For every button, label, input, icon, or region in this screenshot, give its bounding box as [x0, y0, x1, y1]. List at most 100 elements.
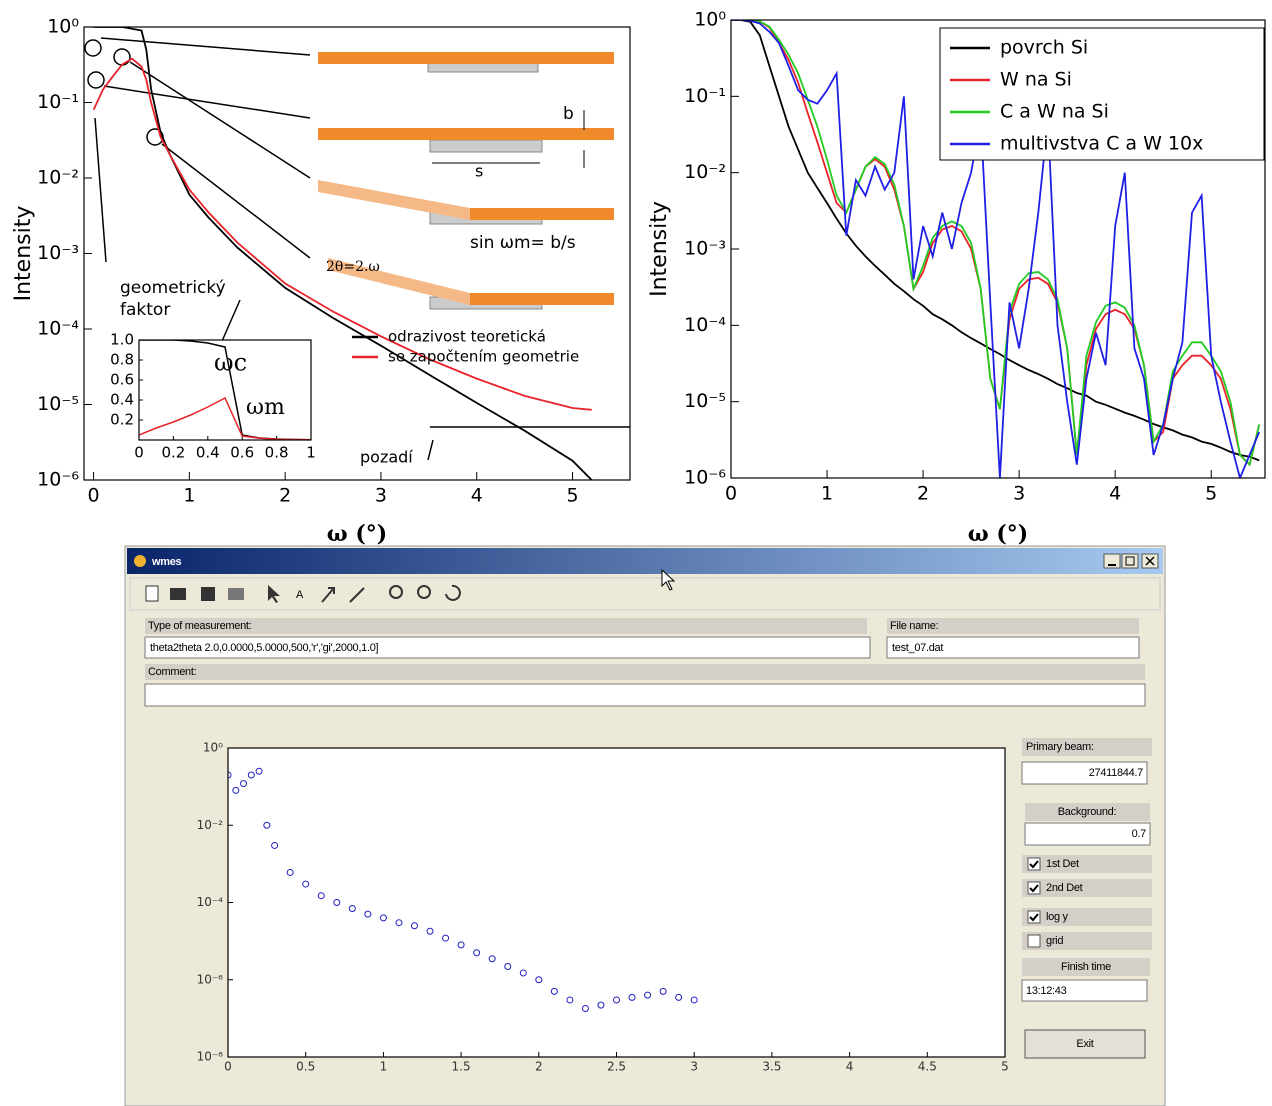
data-point	[442, 934, 450, 942]
plot-frame	[730, 19, 1266, 479]
checkbox-row	[1022, 908, 1152, 926]
x-tick-label: 1	[306, 443, 316, 461]
plot	[731, 20, 1261, 478]
y-tick-label: 10⁻²	[37, 167, 79, 189]
annotation: s	[475, 162, 483, 181]
maximize-button[interactable]	[1121, 553, 1139, 569]
legend-label: se započtením geometrie	[388, 348, 579, 366]
checkbox-row	[1022, 932, 1152, 950]
checkbox[interactable]	[1027, 857, 1041, 871]
x-tick-label: 0	[88, 485, 100, 507]
y-tick-label: 10⁰	[203, 741, 223, 755]
x-tick-label: 1	[821, 483, 833, 505]
annotation: geometrický	[120, 278, 226, 298]
data-point	[504, 963, 512, 971]
x-tick-label: 4.5	[918, 1060, 937, 1074]
toolbar-icons[interactable]	[145, 584, 461, 603]
plot	[228, 767, 698, 1013]
legend-label: odrazivost teoretická	[388, 328, 546, 346]
checkbox-row	[1022, 855, 1152, 873]
plot-frame	[83, 26, 631, 481]
x-tick-label: 4	[1109, 483, 1121, 505]
checkbox-row	[1022, 879, 1152, 897]
legend-label: C a W na Si	[1000, 101, 1109, 123]
primary-label: Primary beam:	[1026, 741, 1094, 753]
x-tick-label: 0.5	[296, 1060, 315, 1074]
checkbox-label: grid	[1046, 935, 1063, 947]
finish-value: 13:12:43	[1026, 985, 1067, 997]
background-label: Background:	[1058, 806, 1117, 818]
y-tick-label: 10⁻²	[197, 818, 224, 832]
data-point	[519, 969, 527, 977]
data-point	[271, 841, 279, 849]
finish-input[interactable]	[1021, 979, 1148, 1002]
text-tool[interactable]: A	[296, 589, 304, 601]
y-tick-label: 10⁻⁴	[197, 895, 224, 909]
exit-label[interactable]: Exit	[1076, 1038, 1094, 1050]
y-tick-label: 10⁻⁶	[684, 467, 726, 489]
x-tick-label: 2	[279, 485, 291, 507]
data-point	[240, 780, 248, 788]
data-point	[263, 821, 271, 829]
legend-frame	[939, 27, 1265, 161]
data-point	[232, 786, 240, 794]
comment-input[interactable]	[144, 683, 1146, 707]
data-point	[488, 955, 496, 963]
plot	[139, 340, 311, 440]
x-tick-label: 2	[917, 483, 929, 505]
checkbox[interactable]	[1027, 910, 1041, 924]
check-mark	[1029, 860, 1039, 869]
x-tick-label: 0.4	[196, 443, 220, 461]
exit-button[interactable]	[1024, 1029, 1146, 1059]
type-input[interactable]	[144, 636, 871, 659]
chart: 0 0.5 1 1.5 2 2.5 3 3.5 4 4.5 5 10⁰ 10⁻² 10⁻⁴ 10⁻⁶ 10⁻⁸	[197, 741, 1009, 1074]
primary-value: 27411844.7	[1089, 767, 1143, 779]
background-input[interactable]	[1024, 822, 1151, 846]
annotation: ωm	[246, 395, 285, 420]
data-point	[675, 993, 683, 1001]
annotation: b	[563, 104, 574, 124]
annotation: ωc	[214, 349, 247, 377]
comment-label: Comment:	[148, 666, 197, 678]
y-tick-label: 0.2	[110, 411, 134, 429]
checkbox-label: 2nd Det	[1046, 882, 1083, 894]
data-point	[317, 892, 325, 900]
data-point	[644, 991, 652, 999]
data-point	[628, 993, 636, 1001]
y-tick-label: 10⁻⁸	[197, 1050, 224, 1064]
data-point	[613, 996, 620, 1004]
window-title: wmes	[151, 556, 182, 568]
data-point	[457, 941, 465, 949]
y-tick-label: 10⁻³	[684, 238, 726, 260]
y-axis-title: Intensity	[11, 206, 36, 302]
x-tick-label: 3	[1013, 483, 1025, 505]
data-point	[410, 922, 418, 930]
y-tick-label: 0.8	[110, 351, 134, 369]
primary-input[interactable]	[1021, 761, 1148, 785]
file-label: File name:	[890, 620, 939, 632]
y-tick-label: 10⁻⁵	[684, 390, 726, 412]
legend-label: povrch Si	[1000, 37, 1088, 59]
data-point	[255, 767, 263, 775]
x-tick-label: 5	[1001, 1060, 1009, 1074]
data-point	[473, 949, 481, 957]
checkbox[interactable]	[1027, 881, 1041, 895]
x-tick-label: 0.2	[161, 443, 185, 461]
data-point	[333, 899, 341, 906]
data-point	[364, 910, 372, 918]
checkbox[interactable]	[1027, 934, 1041, 948]
y-tick-label: 10⁻⁴	[684, 314, 726, 336]
data-point	[581, 1005, 589, 1013]
y-tick-label: 10⁻¹	[684, 85, 726, 107]
x-tick-label: 3	[375, 485, 387, 507]
series-line	[731, 20, 1260, 462]
file-input[interactable]	[886, 636, 1140, 659]
y-tick-label: 10⁻⁶	[197, 972, 224, 986]
type-label: Type of measurement:	[148, 620, 252, 632]
annotation: pozadí	[360, 448, 413, 467]
y-tick-label: 0.6	[110, 371, 134, 389]
series-line	[731, 20, 1261, 478]
x-tick-label: 0	[725, 483, 737, 505]
type-value: theta2theta 2.0,0.0000,5.0000,500,'r','g…	[150, 642, 379, 654]
